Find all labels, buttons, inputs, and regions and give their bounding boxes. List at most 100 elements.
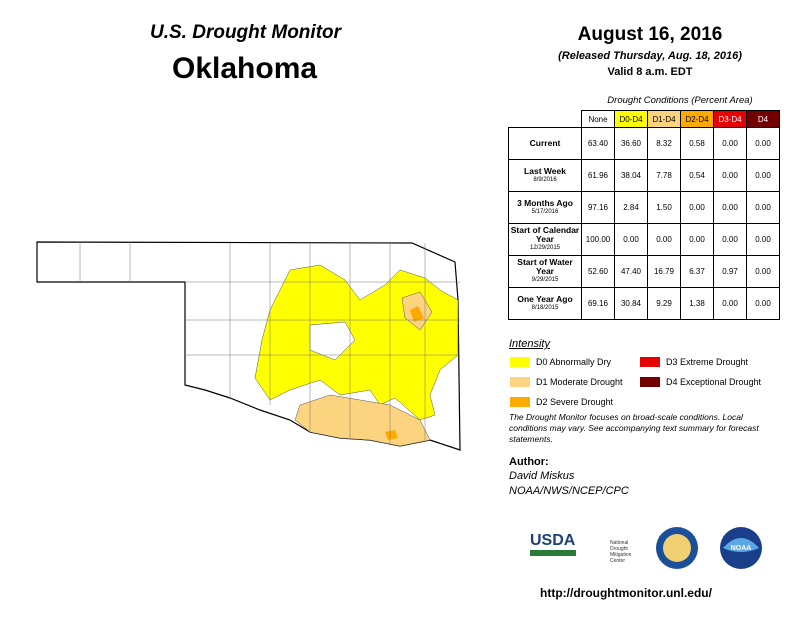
conditions-table: None D0-D4 D1-D4 D2-D4 D3-D4 D4 Current 63.40 36… bbox=[508, 110, 780, 320]
value-cell: 0.00 bbox=[713, 223, 747, 256]
row-date: 8/18/2015 bbox=[531, 304, 559, 311]
value-cell: 30.84 bbox=[614, 287, 648, 320]
row-label-text: Start of Water Year bbox=[517, 257, 573, 276]
legend-label: D0 Abnormally Dry bbox=[536, 357, 612, 367]
program-title: U.S. Drought Monitor bbox=[150, 22, 342, 43]
value-cell: 0.00 bbox=[746, 191, 780, 224]
author-heading: Author: bbox=[509, 456, 549, 468]
legend-swatch bbox=[510, 377, 530, 387]
row-label-text: Last Week bbox=[524, 165, 566, 176]
row-label-text: 3 Months Ago bbox=[517, 197, 573, 208]
value-cell: 1.50 bbox=[647, 191, 681, 224]
county-lines bbox=[79, 242, 460, 446]
author-agency: NOAA/NWS/NCEP/CPC bbox=[509, 485, 629, 497]
legend-item: D0 Abnormally Dry bbox=[510, 357, 611, 367]
row-label: Last Week 8/9/2016 bbox=[508, 159, 582, 192]
value-cell: 0.00 bbox=[713, 287, 747, 320]
corner-cell bbox=[509, 111, 582, 128]
value-cell: 0.00 bbox=[713, 127, 747, 160]
value-cell: 2.84 bbox=[614, 191, 648, 224]
legend-swatch bbox=[640, 377, 660, 387]
table-row: One Year Ago 8/18/2015 69.16 30.84 9.29 1.38 0… bbox=[508, 287, 780, 320]
table-row: Current 63.40 36.60 8.32 0.58 0.00 0.00 bbox=[508, 127, 780, 160]
legend-label: D4 Exceptional Drought bbox=[666, 377, 762, 387]
value-cell: 16.79 bbox=[647, 255, 681, 288]
column-header: None bbox=[581, 110, 615, 128]
value-cell: 0.00 bbox=[746, 127, 780, 160]
column-header: D4 bbox=[746, 110, 780, 128]
row-label-text: Current bbox=[529, 138, 561, 148]
value-cell: 0.00 bbox=[746, 255, 780, 288]
value-cell: 0.00 bbox=[713, 159, 747, 192]
valid: Valid 8 a.m. EDT bbox=[607, 66, 693, 78]
row-label: Current bbox=[508, 127, 582, 160]
map bbox=[36, 241, 461, 451]
value-cell: 9.29 bbox=[647, 287, 681, 320]
legend-label: D2 Severe Drought bbox=[536, 397, 614, 407]
table-row: 3 Months Ago 5/17/2016 97.16 2.84 1.50 0.00 0.… bbox=[508, 191, 780, 224]
value-cell: 1.38 bbox=[680, 287, 714, 320]
legend-item: D3 Extreme Drought bbox=[640, 357, 748, 367]
value-cell: 63.40 bbox=[581, 127, 615, 160]
value-cell: 0.00 bbox=[746, 287, 780, 320]
value-cell: 6.37 bbox=[680, 255, 714, 288]
legend-label: D1 Moderate Drought bbox=[536, 377, 623, 387]
noaa-text: NOAA bbox=[731, 545, 752, 552]
doc-seal-center bbox=[663, 534, 691, 562]
value-cell: 8.32 bbox=[647, 127, 681, 160]
value-cell: 0.00 bbox=[746, 159, 780, 192]
value-cell: 0.00 bbox=[614, 223, 648, 256]
legend-item: D2 Severe Drought bbox=[510, 397, 613, 407]
value-cell: 0.00 bbox=[746, 223, 780, 256]
value-cell: 0.00 bbox=[647, 223, 681, 256]
value-cell: 69.16 bbox=[581, 287, 615, 320]
value-cell: 0.54 bbox=[680, 159, 714, 192]
column-header: D0-D4 bbox=[614, 110, 648, 128]
d1-area bbox=[294, 291, 433, 447]
table-row: Last Week 8/9/2016 61.96 38.04 7.78 0.54 0.00 0… bbox=[508, 159, 780, 192]
row-date: 8/9/2016 bbox=[533, 176, 557, 183]
d2-area bbox=[385, 306, 424, 440]
table-row: Start of Calendar Year 12/29/2015 100.00 0.… bbox=[508, 223, 780, 256]
legend-title: Intensity bbox=[509, 338, 550, 350]
value-cell: 0.00 bbox=[680, 223, 714, 256]
value-cell: 61.96 bbox=[581, 159, 615, 192]
date: August 16, 2016 bbox=[577, 24, 723, 45]
value-cell: 97.16 bbox=[581, 191, 615, 224]
released: (Released Thursday, Aug. 18, 2016) bbox=[558, 50, 742, 62]
row-label: Start of Calendar Year 12/29/2015 bbox=[508, 223, 582, 256]
row-label: 3 Months Ago 5/17/2016 bbox=[508, 191, 582, 224]
ndmc-logo: National Drought Mitigation Center bbox=[610, 540, 632, 564]
column-header: D3-D4 bbox=[713, 110, 747, 128]
legend-label: D3 Extreme Drought bbox=[666, 357, 749, 367]
seal-logos: NOAA bbox=[656, 527, 762, 569]
value-cell: 0.00 bbox=[713, 191, 747, 224]
value-cell: 100.00 bbox=[581, 223, 615, 256]
column-header: D2-D4 bbox=[680, 110, 714, 128]
value-cell: 0.97 bbox=[713, 255, 747, 288]
legend-item: D1 Moderate Drought bbox=[510, 377, 623, 387]
row-label-text: One Year Ago bbox=[517, 293, 573, 304]
row-date: 12/29/2015 bbox=[529, 245, 561, 251]
column-header: D1-D4 bbox=[647, 110, 681, 128]
note: The Drought Monitor focuses on broad-sca… bbox=[509, 412, 759, 444]
value-cell: 36.60 bbox=[614, 127, 648, 160]
noaa-wave bbox=[723, 538, 759, 552]
value-cell: 38.04 bbox=[614, 159, 648, 192]
row-label-text: Start of Calendar Year bbox=[510, 225, 580, 244]
usda-logo: USDA bbox=[530, 532, 576, 549]
value-cell: 0.58 bbox=[680, 127, 714, 160]
state-title: Oklahoma bbox=[172, 52, 318, 85]
legend-swatch bbox=[510, 357, 530, 367]
row-date: 9/29/2015 bbox=[531, 277, 559, 283]
legend-item: D4 Exceptional Drought bbox=[640, 377, 761, 387]
table-caption: Drought Conditions (Percent Area) bbox=[607, 95, 753, 106]
value-cell: 47.40 bbox=[614, 255, 648, 288]
author-name: David Miskus bbox=[509, 470, 575, 482]
value-cell: 52.60 bbox=[581, 255, 615, 288]
usda-bar bbox=[530, 550, 576, 556]
row-date: 5/17/2016 bbox=[531, 208, 559, 215]
legend-swatch bbox=[640, 357, 660, 367]
url[interactable]: http://droughtmonitor.unl.edu/ bbox=[540, 586, 712, 600]
